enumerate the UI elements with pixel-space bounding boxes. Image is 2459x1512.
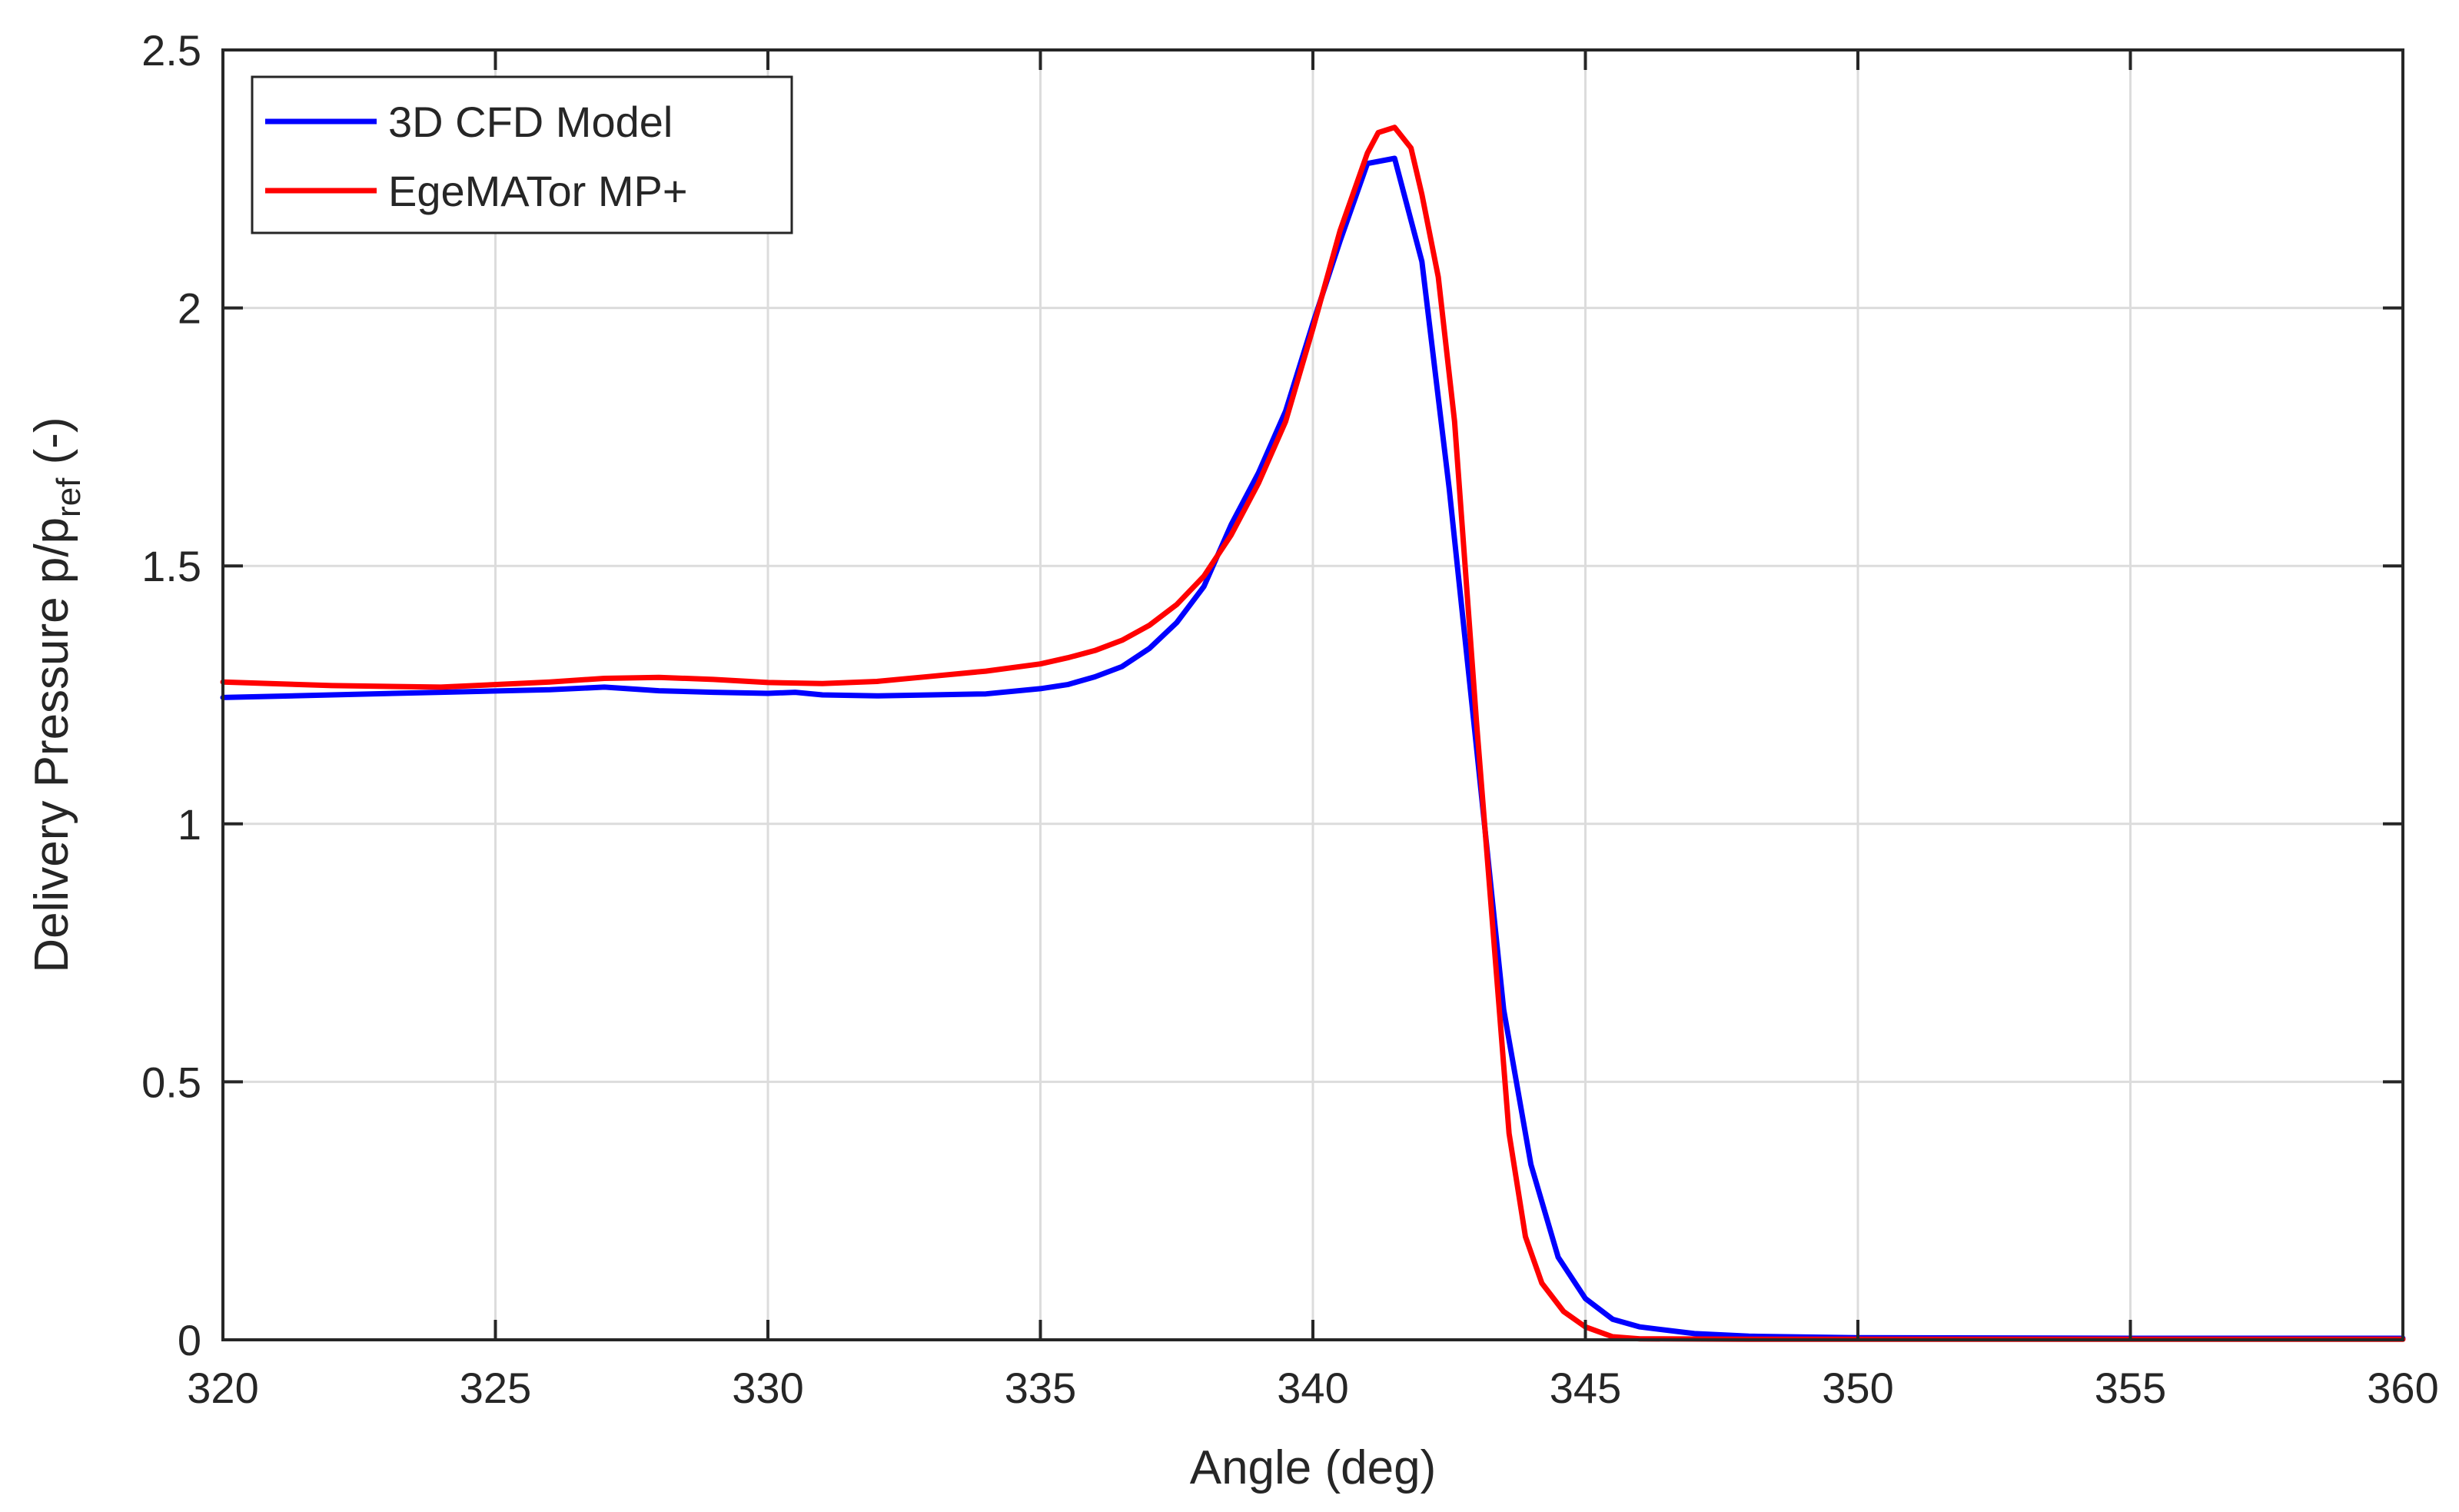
y-tick-label: 2.5	[141, 26, 201, 75]
y-tick-label: 2	[178, 284, 201, 333]
y-axis-title-suffix: (-)	[25, 417, 78, 477]
x-tick-label: 345	[1550, 1364, 1621, 1412]
series-line-cfd	[220, 155, 2406, 1341]
legend-label-cfd: 3D CFD Model	[388, 98, 673, 146]
y-tick-label: 1	[178, 800, 201, 849]
legend: 3D CFD Model EgeMATor MP+	[251, 75, 793, 234]
x-tick-label: 340	[1277, 1364, 1348, 1412]
y-tick-label: 0	[178, 1316, 201, 1364]
legend-label-egemator: EgeMATor MP+	[388, 167, 688, 215]
x-tick-label: 355	[2095, 1364, 2166, 1412]
x-tick-label: 330	[732, 1364, 803, 1412]
y-axis-title-main: Delivery Pressure p/p	[25, 517, 78, 973]
x-axis-title: Angle (deg)	[1190, 1441, 1437, 1494]
y-tick-label: 0.5	[141, 1058, 201, 1106]
x-tick-label: 325	[460, 1364, 531, 1412]
x-tick-label: 320	[187, 1364, 258, 1412]
y-tick-label: 1.5	[141, 542, 201, 590]
tick-marks	[221, 48, 2404, 1341]
series-group	[220, 125, 2406, 1342]
y-axis-title: Delivery Pressure p/pref (-)	[25, 417, 88, 972]
x-tick-label: 360	[2367, 1364, 2438, 1412]
x-tick-labels: 320 325 330 335 340 345 350 355 360	[187, 1364, 2438, 1412]
legend-box	[251, 75, 793, 234]
x-tick-label: 335	[1005, 1364, 1076, 1412]
x-tick-label: 350	[1822, 1364, 1893, 1412]
y-axis-title-subscript: ref	[50, 477, 88, 517]
series-line-egemator	[220, 125, 2406, 1342]
y-tick-labels: 0 0.5 1 1.5 2 2.5	[141, 26, 201, 1364]
